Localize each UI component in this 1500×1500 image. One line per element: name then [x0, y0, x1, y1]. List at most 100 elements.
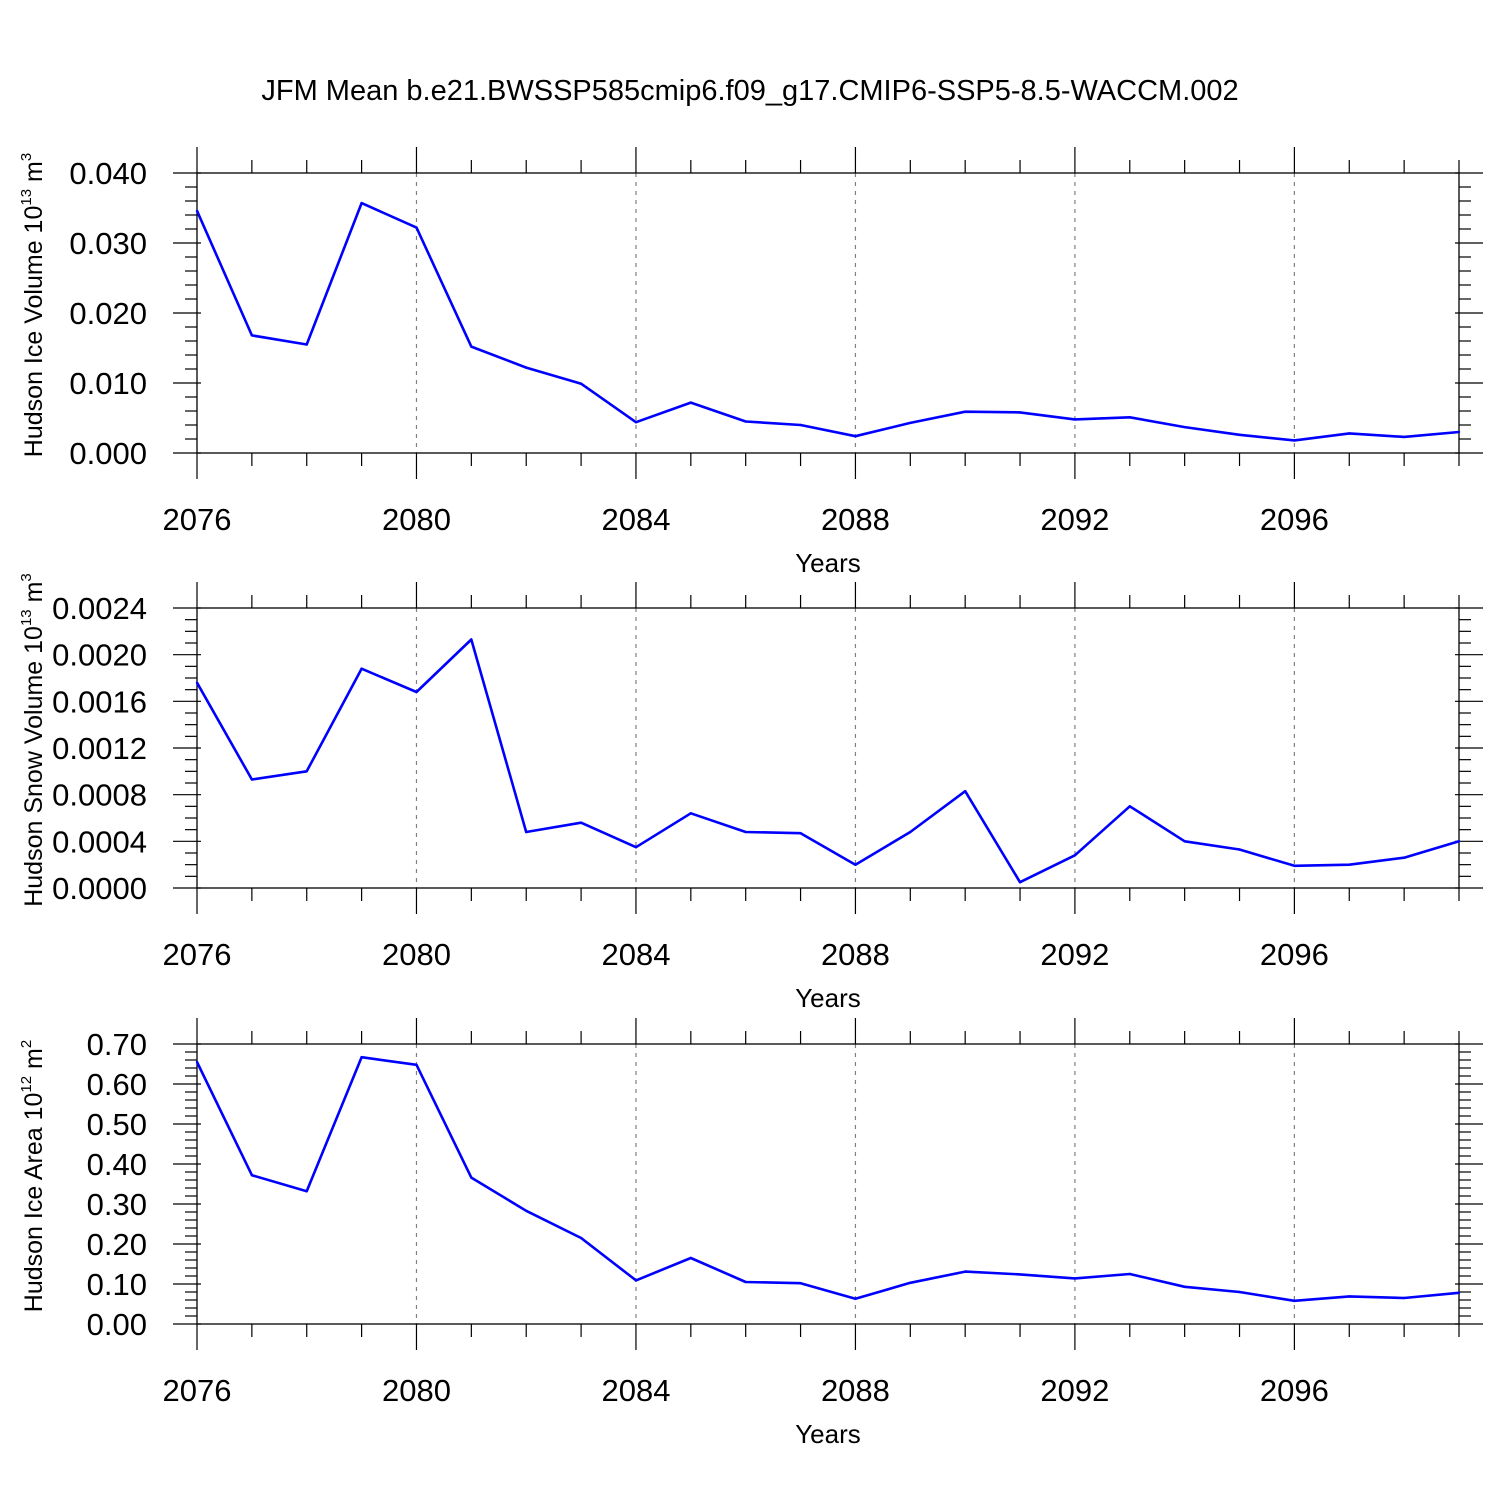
x-tick-label-2080: 2080 — [382, 1373, 451, 1408]
data-point-2088 — [854, 435, 857, 438]
data-point-2081 — [470, 638, 473, 641]
data-point-2096 — [1293, 1299, 1296, 1303]
x-tick-label-2088: 2088 — [821, 1373, 890, 1408]
data-point-2080 — [415, 226, 418, 229]
series-line-3-1 — [195, 1055, 1460, 1303]
data-point-2086 — [744, 1280, 747, 1284]
plot-frame — [196, 1043, 1460, 1325]
data-point-2087 — [799, 1282, 802, 1285]
panel-3: 0.00 0.10 0.20 0.30 0.40 0.50 0.60 0.70 2076 2080… — [18, 1018, 1483, 1449]
data-point-2083 — [579, 1236, 583, 1240]
x-tick-label-2096: 2096 — [1260, 937, 1329, 972]
data-point-2079 — [360, 201, 363, 205]
data-point-2077 — [250, 778, 254, 781]
data-point-2090 — [964, 1270, 967, 1273]
data-point-2095 — [1238, 1290, 1241, 1294]
data-point-2078 — [305, 1190, 308, 1193]
y-tick-label: 0.0000 — [52, 871, 147, 906]
x-tick-label-2076: 2076 — [163, 1373, 232, 1408]
data-point-2086 — [744, 830, 747, 834]
y-tick-label: 0.70 — [87, 1027, 147, 1062]
y-tick-label: 0.40 — [87, 1147, 147, 1182]
data-point-2081 — [470, 1176, 473, 1179]
data-point-2084 — [634, 1279, 638, 1282]
x-tick-label-2088: 2088 — [821, 502, 890, 537]
x-tick-label-2084: 2084 — [601, 502, 670, 537]
data-point-2093 — [1128, 805, 1132, 808]
data-point-2083 — [579, 382, 583, 385]
y-axis-label: Hudson Snow Volume 1013 m3 — [18, 573, 48, 907]
x-tick-label-2096: 2096 — [1260, 502, 1329, 537]
x-tick-label-2092: 2092 — [1040, 502, 1109, 537]
data-point-2098 — [1402, 1296, 1406, 1300]
data-point-2086 — [744, 420, 747, 423]
plot-frame — [196, 607, 1460, 889]
y-tick-label: 0.010 — [69, 366, 147, 401]
x-tick-label-2096: 2096 — [1260, 1373, 1329, 1408]
data-point-2089 — [909, 1281, 912, 1285]
data-point-2094 — [1183, 425, 1186, 429]
data-point-2097 — [1348, 1295, 1351, 1298]
data-point-2080 — [415, 690, 418, 694]
data-point-2076 — [195, 209, 199, 212]
y-tick-label: 0.040 — [69, 156, 147, 191]
figure-title: JFM Mean b.e21.BWSSP585cmip6.f09_g17.CMI… — [261, 75, 1238, 107]
y-tick-label: 0.0008 — [52, 778, 147, 813]
data-point-2087 — [799, 832, 802, 835]
y-tick-label: 0.0012 — [52, 731, 147, 766]
data-point-2081 — [470, 345, 473, 348]
data-point-2097 — [1348, 863, 1351, 866]
y-axis-label-main: Hudson Snow Volume 10 — [20, 626, 48, 907]
data-point-2076 — [195, 1060, 199, 1064]
x-axis-label: Years — [795, 1419, 861, 1449]
data-point-2082 — [525, 1209, 528, 1213]
y-tick-label: 0.30 — [87, 1187, 147, 1222]
data-point-2088 — [854, 863, 857, 866]
data-point-2094 — [1183, 840, 1186, 843]
x-axis-label: Years — [795, 983, 861, 1013]
data-point-2098 — [1402, 856, 1406, 859]
data-point-2085 — [689, 1256, 692, 1260]
data-point-2088 — [854, 1297, 857, 1301]
data-point-2093 — [1128, 1272, 1132, 1276]
data-point-2092 — [1073, 1277, 1077, 1280]
data-point-2095 — [1238, 433, 1241, 436]
series-line-2-1 — [195, 638, 1460, 884]
y-axis-label-unit-exponent: 3 — [18, 153, 35, 161]
data-point-2079 — [360, 667, 363, 670]
y-axis-label: Hudson Ice Volume 1013 m3 — [18, 153, 48, 457]
data-point-2097 — [1348, 432, 1351, 435]
data-point-2096 — [1293, 439, 1296, 442]
data-point-2092 — [1073, 854, 1077, 857]
y-tick-label: 0.60 — [87, 1067, 147, 1102]
y-tick-label: 0.000 — [69, 436, 147, 471]
data-point-2091 — [1018, 1273, 1022, 1276]
data-point-2095 — [1238, 848, 1241, 851]
x-axis-label: Years — [795, 548, 861, 578]
y-tick-label: 0.10 — [87, 1267, 147, 1302]
x-tick-label-2076: 2076 — [163, 502, 232, 537]
data-point-2084 — [634, 421, 638, 424]
data-point-2090 — [964, 410, 967, 413]
y-axis-label-exponent: 12 — [18, 1076, 35, 1093]
data-point-2080 — [415, 1063, 418, 1067]
data-point-2089 — [909, 830, 912, 834]
data-point-2089 — [909, 421, 912, 425]
x-tick-label-2080: 2080 — [382, 937, 451, 972]
data-point-2077 — [250, 1174, 254, 1177]
y-axis-label-exponent: 13 — [18, 609, 35, 626]
data-point-2090 — [964, 790, 967, 793]
x-tick-label-2092: 2092 — [1040, 937, 1109, 972]
y-axis-label-main: Hudson Ice Area 10 — [20, 1093, 48, 1313]
data-point-2083 — [579, 821, 583, 824]
y-axis-label-exponent: 13 — [18, 189, 35, 206]
series-line-1-1 — [195, 201, 1460, 442]
data-point-2094 — [1183, 1285, 1186, 1289]
data-point-2099 — [1457, 840, 1461, 843]
y-tick-label: 0.50 — [87, 1107, 147, 1142]
x-tick-label-2080: 2080 — [382, 502, 451, 537]
y-axis-label-main: Hudson Ice Volume 10 — [20, 206, 48, 458]
y-axis-label-unit: m — [20, 582, 48, 610]
y-tick-label: 0.030 — [69, 226, 147, 261]
